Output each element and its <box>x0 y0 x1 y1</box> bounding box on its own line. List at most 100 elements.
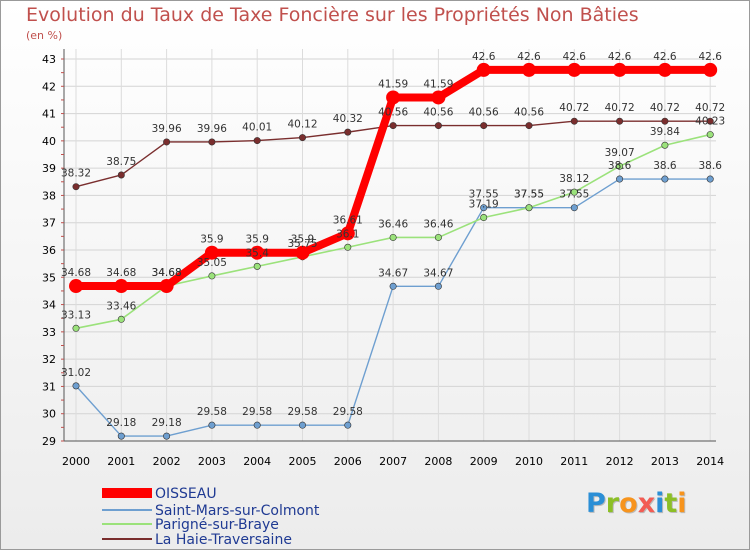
data-point-saint-mars-sur-colmont <box>480 204 488 212</box>
data-label-la-haie-traversaine: 40.56 <box>423 107 453 119</box>
data-point-oisseau <box>703 62 718 77</box>
data-point-saint-mars-sur-colmont <box>706 175 714 183</box>
data-point-saint-mars-sur-colmont <box>344 421 352 429</box>
x-tick-label: 2003 <box>198 455 226 468</box>
y-tick-label: 38 <box>42 189 56 202</box>
data-label-saint-mars-sur-colmont: 37.55 <box>559 189 589 201</box>
x-tick-label: 2009 <box>470 455 498 468</box>
y-tick-label: 42 <box>42 80 56 93</box>
data-point-parigne-sur-braye <box>208 272 216 280</box>
logo-letter: i <box>677 488 687 519</box>
data-point-la-haie-traversaine <box>570 117 578 125</box>
x-tick-label: 2014 <box>696 455 724 468</box>
data-label-parigne-sur-braye: 36.1 <box>336 228 359 240</box>
data-point-la-haie-traversaine <box>253 137 261 145</box>
data-label-saint-mars-sur-colmont: 29.18 <box>152 417 182 429</box>
data-label-la-haie-traversaine: 40.56 <box>514 107 544 119</box>
data-point-la-haie-traversaine <box>661 117 669 125</box>
data-point-oisseau <box>476 62 491 77</box>
legend: OISSEAUSaint-Mars-sur-ColmontParigné-sur… <box>102 486 320 548</box>
data-label-la-haie-traversaine: 39.96 <box>152 123 182 135</box>
data-point-oisseau <box>340 226 355 241</box>
proxiti-logo: Proxiti <box>586 488 687 519</box>
data-label-saint-mars-sur-colmont: 29.58 <box>333 406 363 418</box>
data-label-oisseau: 35.9 <box>246 234 269 246</box>
data-point-saint-mars-sur-colmont <box>661 175 669 183</box>
data-point-saint-mars-sur-colmont <box>298 421 306 429</box>
data-point-parigne-sur-braye <box>616 162 624 170</box>
data-point-saint-mars-sur-colmont <box>163 432 171 440</box>
data-point-parigne-sur-braye <box>525 204 533 212</box>
data-point-parigne-sur-braye <box>72 324 80 332</box>
tick-labels: 29 30 31 32 33 34 35 36 37 38 39 40 41 42 43 2000 2001 20… <box>42 53 724 468</box>
data-point-oisseau <box>657 62 672 77</box>
legend-label-la-haie-traversaine: La Haie-Traversaine <box>155 532 292 548</box>
data-point-parigne-sur-braye <box>570 188 578 196</box>
data-point-saint-mars-sur-colmont <box>117 432 125 440</box>
data-label-oisseau: 41.59 <box>378 78 408 90</box>
data-label-oisseau: 35.9 <box>291 234 314 246</box>
legend-label-saint-mars-sur-colmont: Saint-Mars-sur-Colmont <box>155 503 320 519</box>
data-label-oisseau: 36.61 <box>333 214 363 226</box>
data-point-oisseau <box>159 279 174 294</box>
x-tick-label: 2004 <box>243 455 271 468</box>
y-tick-label: 33 <box>42 326 56 339</box>
data-label-saint-mars-sur-colmont: 29.58 <box>197 406 227 418</box>
data-label-saint-mars-sur-colmont: 37.55 <box>469 189 499 201</box>
data-label-parigne-sur-braye: 36.46 <box>423 218 453 230</box>
data-point-parigne-sur-braye <box>253 262 261 270</box>
y-tick-label: 29 <box>42 435 56 448</box>
data-label-oisseau: 42.6 <box>699 51 723 63</box>
data-label-parigne-sur-braye: 39.84 <box>650 126 680 138</box>
data-label-saint-mars-sur-colmont: 38.6 <box>699 160 723 172</box>
chart-title: Evolution du Taux de Taxe Foncière sur l… <box>26 4 639 26</box>
y-tick-label: 36 <box>42 244 56 257</box>
data-label-oisseau: 42.6 <box>517 51 541 63</box>
data-point-parigne-sur-braye <box>389 233 397 241</box>
axes <box>61 49 716 442</box>
data-label-parigne-sur-braye: 37.55 <box>514 189 544 201</box>
data-point-oisseau <box>250 245 265 260</box>
data-label-la-haie-traversaine: 40.12 <box>287 119 317 131</box>
data-label-parigne-sur-braye: 36.46 <box>378 218 408 230</box>
data-point-la-haie-traversaine <box>525 122 533 130</box>
data-label-oisseau: 35.9 <box>200 234 223 246</box>
data-label-oisseau: 34.68 <box>152 267 182 279</box>
data-label-oisseau: 34.68 <box>61 267 91 279</box>
data-label-la-haie-traversaine: 40.32 <box>333 113 363 125</box>
data-point-la-haie-traversaine <box>706 117 714 125</box>
logo-letter: P <box>586 488 606 519</box>
logo-letter: i <box>655 488 665 519</box>
x-tick-label: 2008 <box>424 455 452 468</box>
y-tick-label: 41 <box>42 108 56 121</box>
y-tick-label: 37 <box>42 217 56 230</box>
logo-letter: r <box>605 488 620 519</box>
data-point-parigne-sur-braye <box>434 233 442 241</box>
data-point-oisseau <box>69 279 83 294</box>
data-labels: 34.68 34.68 34.68 35.9 35.9 35.9 36.61 41.59 41.… <box>61 51 725 429</box>
data-point-la-haie-traversaine <box>208 138 216 146</box>
logo-letter: t <box>664 488 678 519</box>
data-point-oisseau <box>522 62 536 77</box>
data-label-parigne-sur-braye: 34.68 <box>152 267 182 279</box>
data-label-la-haie-traversaine: 40.72 <box>559 102 589 114</box>
x-tick-label: 2010 <box>515 455 543 468</box>
data-point-parigne-sur-braye <box>117 315 125 323</box>
series-lines <box>69 62 718 440</box>
data-point-parigne-sur-braye <box>706 131 714 139</box>
y-tick-label: 35 <box>42 271 56 284</box>
data-point-oisseau <box>612 62 627 77</box>
data-label-parigne-sur-braye: 35.4 <box>246 247 270 259</box>
x-tick-label: 2013 <box>651 455 679 468</box>
data-point-saint-mars-sur-colmont <box>389 282 397 290</box>
data-label-oisseau: 42.6 <box>563 51 587 63</box>
data-point-oisseau <box>114 279 129 294</box>
y-tick-label: 39 <box>42 162 56 175</box>
data-point-oisseau <box>431 90 446 105</box>
data-label-parigne-sur-braye: 38.12 <box>559 173 589 185</box>
data-label-saint-mars-sur-colmont: 37.55 <box>514 189 544 201</box>
data-point-la-haie-traversaine <box>480 122 488 130</box>
y-tick-label: 34 <box>42 299 56 312</box>
